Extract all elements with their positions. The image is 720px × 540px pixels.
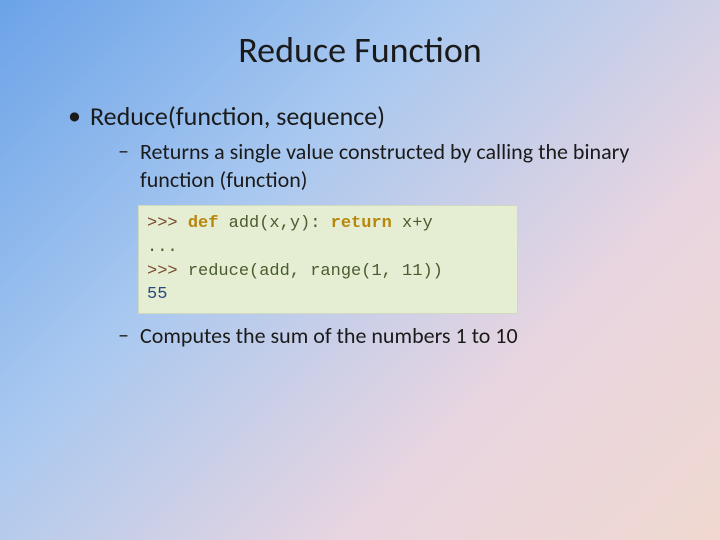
code-keyword-def: def [188,214,219,233]
code-line-4: 55 [147,283,509,307]
bullet-sub-1: Returns a single value constructed by ca… [118,138,680,195]
bullet-sub-2: Computes the sum of the numbers 1 to 10 [118,322,680,351]
slide: Reduce Function Reduce(function, sequenc… [0,0,720,540]
bullet-main: Reduce(function, sequence) [68,100,680,134]
code-prompt: >>> [147,214,188,233]
code-block: >>> def add(x,y): return x+y ... >>> red… [138,205,518,314]
slide-title: Reduce Function [40,28,680,72]
code-text: reduce(add, range(1, 11)) [188,262,443,281]
code-text: add(x,y): [218,214,330,233]
code-line-1: >>> def add(x,y): return x+y [147,212,509,236]
code-prompt: >>> [147,262,188,281]
code-text: x+y [392,214,433,233]
code-line-3: >>> reduce(add, range(1, 11)) [147,260,509,284]
code-keyword-return: return [331,214,392,233]
code-line-2: ... [147,236,509,260]
